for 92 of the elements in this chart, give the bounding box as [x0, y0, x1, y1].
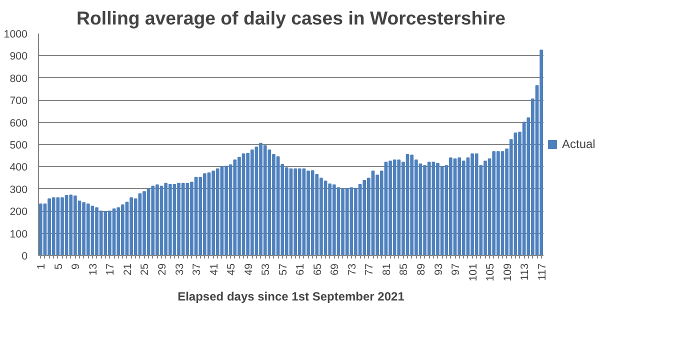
bar: [540, 50, 544, 256]
bar: [138, 193, 142, 256]
x-tick-label: 37: [191, 263, 204, 276]
x-tick-label: 93: [432, 263, 445, 276]
x-tick-label: 117: [536, 263, 548, 280]
x-tick-label: 25: [139, 263, 152, 276]
bar: [284, 167, 288, 256]
y-tick-label: 700: [10, 95, 28, 108]
y-tick-label: 800: [10, 72, 28, 85]
x-tick-label: 41: [208, 263, 220, 276]
bar: [202, 173, 206, 256]
bar: [462, 160, 466, 256]
bar: [332, 184, 336, 256]
legend-label: Actual: [562, 137, 596, 151]
bar: [104, 211, 108, 256]
x-tick-label: 73: [346, 263, 358, 276]
bar: [69, 194, 73, 256]
y-tick-label: 900: [10, 50, 28, 63]
bar: [151, 186, 155, 256]
x-tick-label: 29: [156, 263, 169, 276]
bar: [522, 122, 526, 256]
bar: [82, 202, 86, 256]
bar: [246, 152, 250, 256]
bar: [432, 162, 436, 256]
bar: [146, 188, 150, 256]
x-tick-label: 17: [104, 263, 117, 276]
bar: [315, 174, 319, 256]
x-tick-label: 5: [52, 263, 65, 270]
x-tick-label: 109: [502, 263, 514, 282]
y-tick-label: 300: [10, 184, 28, 196]
x-tick-label: 21: [122, 263, 134, 276]
y-tick-label: 600: [10, 117, 28, 130]
bar: [56, 197, 60, 256]
bar: [38, 203, 42, 256]
x-tick-label: 69: [329, 263, 342, 276]
bar: [263, 145, 267, 256]
y-tick-label: 0: [22, 250, 28, 262]
bar: [298, 168, 302, 256]
bar: [328, 184, 332, 256]
y-tick-label: 400: [10, 162, 28, 174]
x-tick-label: 97: [450, 263, 462, 276]
y-tick-label: 500: [10, 140, 28, 152]
x-tick-label: 81: [380, 263, 393, 276]
bar: [410, 154, 414, 256]
chart-title: Rolling average of daily cases in Worcestershire: [76, 8, 506, 28]
bar: [181, 182, 185, 256]
bar: [376, 174, 380, 256]
x-tick-label: 13: [87, 263, 100, 276]
x-tick-label: 9: [70, 263, 82, 270]
x-tick-label: 1: [36, 263, 48, 270]
bar: [250, 150, 254, 256]
bar: [186, 182, 190, 256]
x-tick-label: 85: [398, 263, 410, 276]
bar: [392, 160, 396, 256]
bar: [198, 176, 202, 256]
bar: [120, 204, 124, 256]
x-tick-label: 53: [260, 263, 272, 276]
bar: [474, 153, 478, 256]
bar: [397, 160, 401, 256]
x-tick-label: 77: [364, 263, 376, 276]
bar: [99, 210, 103, 256]
x-tick-label: 65: [312, 263, 324, 276]
bar: [496, 151, 500, 256]
bar: [427, 162, 431, 256]
bar: [345, 188, 349, 256]
bar: [164, 182, 168, 256]
bar: [294, 168, 298, 256]
bar: [86, 203, 90, 256]
y-tick-label: 100: [10, 228, 28, 240]
x-tick-label: 33: [174, 263, 186, 276]
bar: [52, 197, 56, 256]
bar: [116, 207, 120, 256]
bar: [362, 180, 366, 256]
bar: [458, 157, 462, 256]
x-tick-label: 45: [226, 263, 238, 276]
x-tick-label: 89: [415, 263, 428, 276]
y-tick-label: 200: [10, 206, 28, 218]
x-tick-label: 105: [484, 263, 497, 282]
x-tick-label: 101: [467, 263, 480, 282]
bar: [168, 184, 172, 256]
x-axis-title: Elapsed days since 1st September 2021: [178, 289, 405, 304]
bar: [216, 168, 220, 256]
bar: [233, 160, 237, 256]
bar: [350, 187, 354, 256]
x-tick-label: 113: [519, 263, 532, 280]
x-tick-label: 61: [294, 263, 307, 276]
bar: [440, 166, 444, 256]
bar: [310, 170, 314, 256]
bar: [492, 151, 496, 256]
x-tick-label: 57: [277, 263, 290, 276]
y-tick-label: 1000: [4, 28, 28, 40]
x-tick-label: 49: [242, 263, 255, 276]
